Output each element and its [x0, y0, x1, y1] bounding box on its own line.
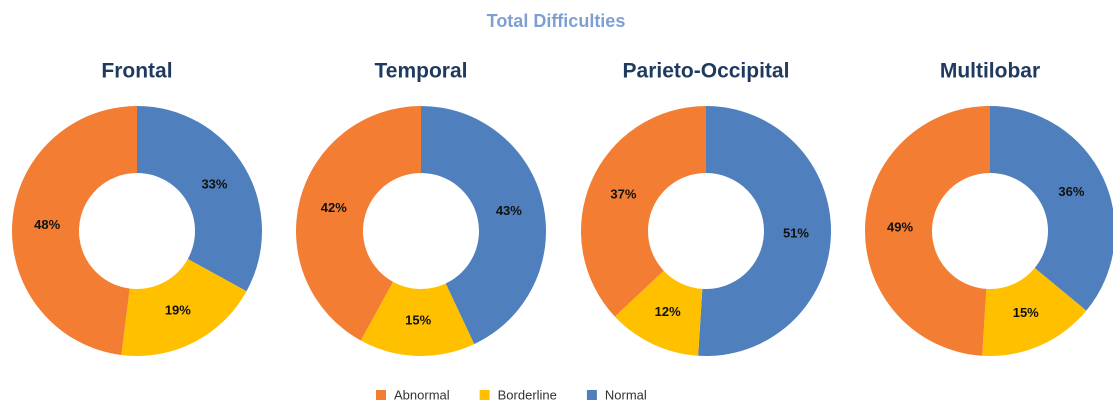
- slice-label: 37%: [610, 187, 636, 202]
- chart-title: Multilobar: [940, 60, 1040, 83]
- slice-label: 36%: [1058, 184, 1084, 199]
- legend-label: Normal: [605, 387, 647, 402]
- slice: [990, 106, 1113, 311]
- slice: [360, 281, 475, 356]
- legend-swatch: [479, 390, 490, 400]
- slice-label: 15%: [1013, 305, 1039, 320]
- slice: [581, 106, 706, 317]
- slice: [11, 106, 137, 356]
- slice-label: 51%: [783, 225, 809, 240]
- slice-label: 49%: [887, 220, 913, 235]
- slice-label: 33%: [201, 177, 227, 192]
- slice: [421, 106, 546, 345]
- slice-label: 48%: [34, 217, 60, 232]
- slice: [982, 267, 1087, 356]
- slice: [137, 106, 263, 292]
- slice: [698, 105, 832, 357]
- legend-label: Abnormal: [394, 387, 450, 402]
- chart-title: Frontal: [101, 60, 172, 83]
- slice-label: 12%: [655, 304, 681, 319]
- legend-swatch: [376, 390, 386, 400]
- main-title: Total Difficulties: [487, 11, 626, 31]
- slice: [296, 106, 421, 341]
- chart-title: Parieto-Occipital: [623, 60, 790, 83]
- slice-label: 43%: [496, 203, 522, 218]
- legend-label: Borderline: [498, 387, 557, 402]
- chart-title: Temporal: [375, 60, 468, 83]
- slice-label: 15%: [405, 312, 431, 327]
- slice-label: 19%: [165, 303, 191, 318]
- slice: [865, 106, 990, 356]
- slice: [121, 258, 247, 356]
- slice-label: 42%: [321, 200, 347, 215]
- slice: [614, 270, 703, 356]
- legend-swatch: [586, 390, 597, 400]
